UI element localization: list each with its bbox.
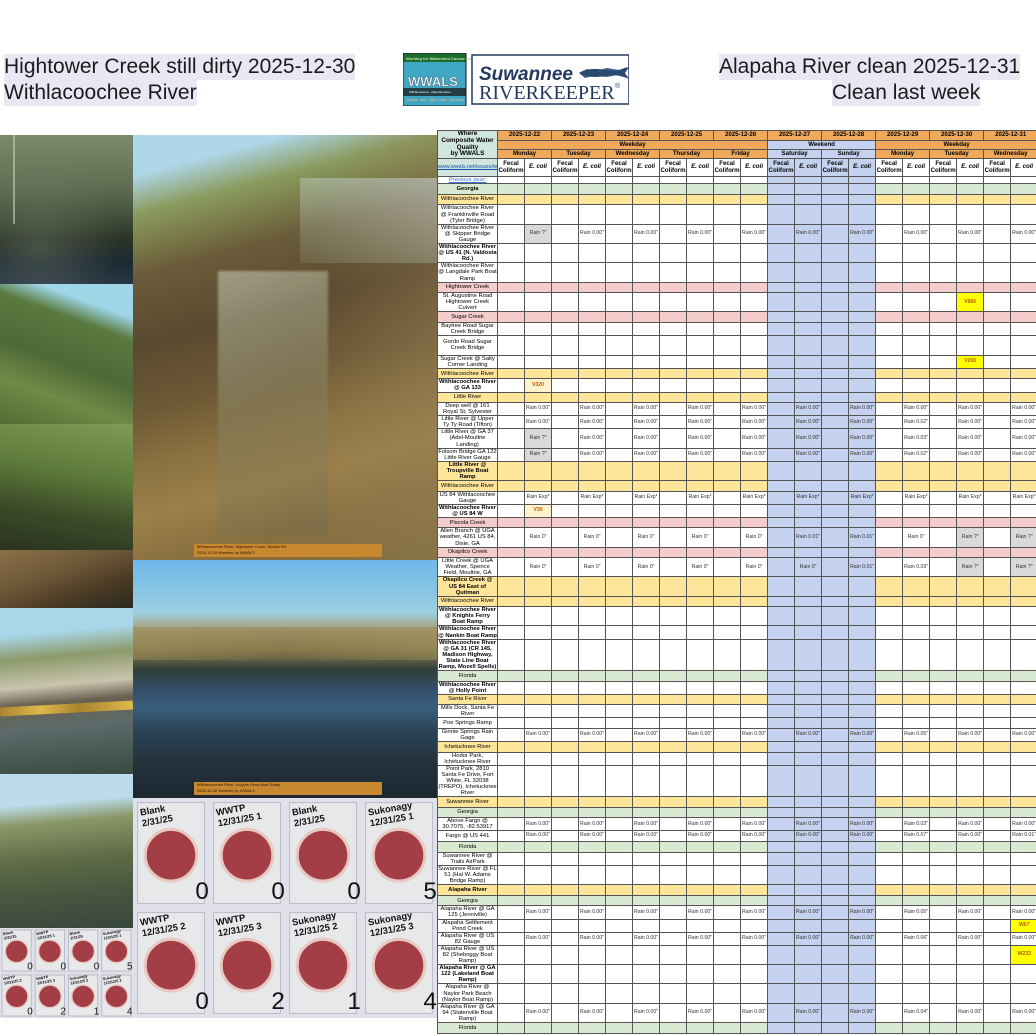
svg-text:4: 4: [423, 988, 436, 1015]
svg-text:0: 0: [347, 878, 360, 905]
svg-text:®: ®: [615, 82, 621, 90]
svg-text:5: 5: [423, 878, 436, 905]
svg-text:0: 0: [27, 1006, 33, 1017]
svg-text:0: 0: [61, 961, 67, 972]
svg-text:0: 0: [195, 988, 208, 1015]
svg-text:0: 0: [271, 878, 284, 905]
svg-text:WWALS: WWALS: [408, 74, 458, 89]
svg-text:Withlacoochee - Alapahoochee: Withlacoochee - Alapahoochee: [409, 90, 451, 94]
svg-text:1: 1: [347, 988, 360, 1015]
svg-text:0: 0: [195, 878, 208, 905]
svg-text:RIVERKEEPER: RIVERKEEPER: [479, 82, 615, 104]
svg-text:Rivers . care . fight . hope .: Rivers . care . fight . hope . for futur…: [407, 98, 465, 102]
svg-text:2: 2: [61, 1006, 67, 1017]
svg-text:0: 0: [94, 961, 100, 972]
svg-text:0: 0: [27, 961, 33, 972]
svg-text:2: 2: [271, 988, 284, 1015]
svg-text:1: 1: [94, 1006, 100, 1017]
